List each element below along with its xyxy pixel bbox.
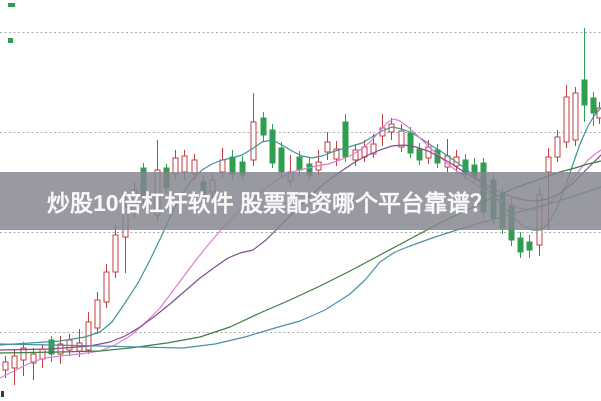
candle-body-up bbox=[219, 159, 226, 173]
candle-body-up bbox=[324, 141, 331, 153]
green-speck-2 bbox=[8, 38, 13, 43]
headline-banner: 炒股10倍杠杆软件 股票配资哪个平台靠谱？ bbox=[0, 172, 601, 230]
candle-body-down bbox=[407, 132, 414, 154]
candle-body-up bbox=[563, 96, 570, 143]
candle-body-down bbox=[278, 147, 285, 173]
candle-body-up bbox=[103, 271, 110, 303]
candle-body-up bbox=[112, 234, 119, 273]
candle-body-up bbox=[181, 155, 188, 173]
candle-body-up bbox=[572, 92, 579, 141]
candle-body-up bbox=[94, 299, 101, 329]
candle-body-down bbox=[581, 79, 588, 106]
candle-body-down bbox=[342, 121, 349, 158]
candle-body-down bbox=[48, 339, 55, 355]
candle-body-up bbox=[30, 353, 37, 364]
candle-body-down bbox=[260, 117, 267, 136]
candle-body-up bbox=[2, 361, 9, 371]
cutoff-glyph bbox=[1, 391, 4, 397]
candle-body-down bbox=[269, 129, 276, 164]
candle-body-up bbox=[398, 130, 405, 148]
candle-body-down bbox=[416, 148, 423, 161]
candle-body-up bbox=[352, 149, 359, 161]
candle-body-up bbox=[20, 347, 27, 361]
candle-body-up bbox=[545, 156, 552, 173]
candle-body-up bbox=[370, 143, 377, 155]
candle-body-down bbox=[590, 97, 597, 114]
headline-text: 炒股10倍杠杆软件 股票配资哪个平台靠谱？ bbox=[47, 190, 493, 216]
candle-body-down bbox=[517, 237, 524, 253]
candle-body-up bbox=[11, 355, 18, 369]
candle-body-up bbox=[39, 348, 46, 360]
candle-body-up bbox=[250, 121, 257, 161]
candle-body-up bbox=[554, 136, 561, 158]
green-speck-1 bbox=[8, 3, 15, 7]
candle-body-up bbox=[333, 148, 340, 160]
candle-body-down bbox=[526, 241, 533, 251]
candle-body-down bbox=[296, 156, 303, 171]
